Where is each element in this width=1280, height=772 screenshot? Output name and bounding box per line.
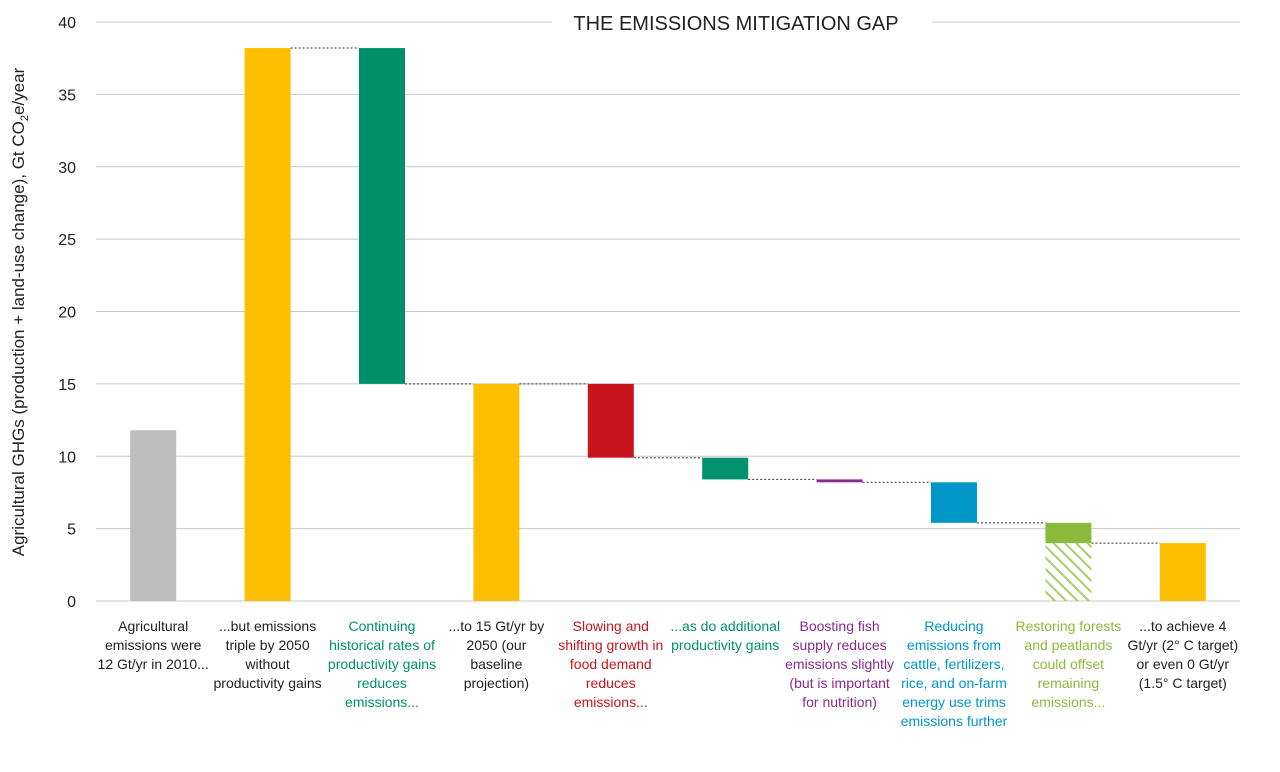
y-tick-label: 5 (67, 522, 76, 539)
x-tick-label: ...but emissions triple by 2050 without … (213, 618, 322, 691)
y-tick-label: 0 (67, 594, 76, 611)
y-tick-label: 15 (58, 377, 76, 394)
bar (130, 430, 177, 601)
bar (702, 457, 749, 480)
bar (1159, 543, 1206, 601)
bar (359, 48, 405, 384)
x-tick-label: ...to 15 Gt/yr by 2050 (our baseline pro… (448, 618, 545, 691)
x-tick-label: Boosting fish supply reduces emissions s… (785, 618, 895, 710)
x-tick-label: ...as do additional productivity gains (670, 618, 781, 653)
bar (1045, 522, 1092, 544)
bar (473, 383, 520, 601)
bar (816, 479, 863, 483)
y-tick-label: 35 (58, 87, 76, 104)
bar (244, 48, 291, 602)
x-tick-label: Slowing and shifting growth in food dema… (558, 618, 664, 710)
y-tick-label: 20 (58, 305, 76, 322)
title-bg (552, 8, 932, 38)
x-tick-label: Restoring forests and peatlands could of… (1015, 618, 1122, 710)
x-tick-label: Reducing emissions from cattle, fertiliz… (900, 618, 1008, 729)
chart-title: THE EMISSIONS MITIGATION GAP (573, 13, 898, 35)
y-tick-label: 30 (58, 160, 76, 177)
y-axis-label: Agricultural GHGs (production + land-use… (9, 67, 31, 556)
y-label-sub: 2 (19, 115, 31, 121)
x-tick-label: Continuing historical rates of productiv… (327, 618, 437, 710)
y-label-end: e/year (9, 67, 28, 115)
bar (931, 482, 977, 523)
x-tick-label: ...to achieve 4 Gt/yr (2° C target) or e… (1127, 618, 1239, 691)
bar (587, 383, 634, 458)
y-label-main: Agricultural GHGs (production + land-use… (9, 121, 28, 556)
x-tick-label: Agricultural emissions were 12 Gt/yr in … (97, 618, 209, 672)
y-tick-label: 10 (58, 449, 76, 466)
y-tick-label: 40 (58, 15, 76, 32)
offset-bar (1045, 543, 1092, 601)
y-tick-label: 25 (58, 232, 76, 249)
